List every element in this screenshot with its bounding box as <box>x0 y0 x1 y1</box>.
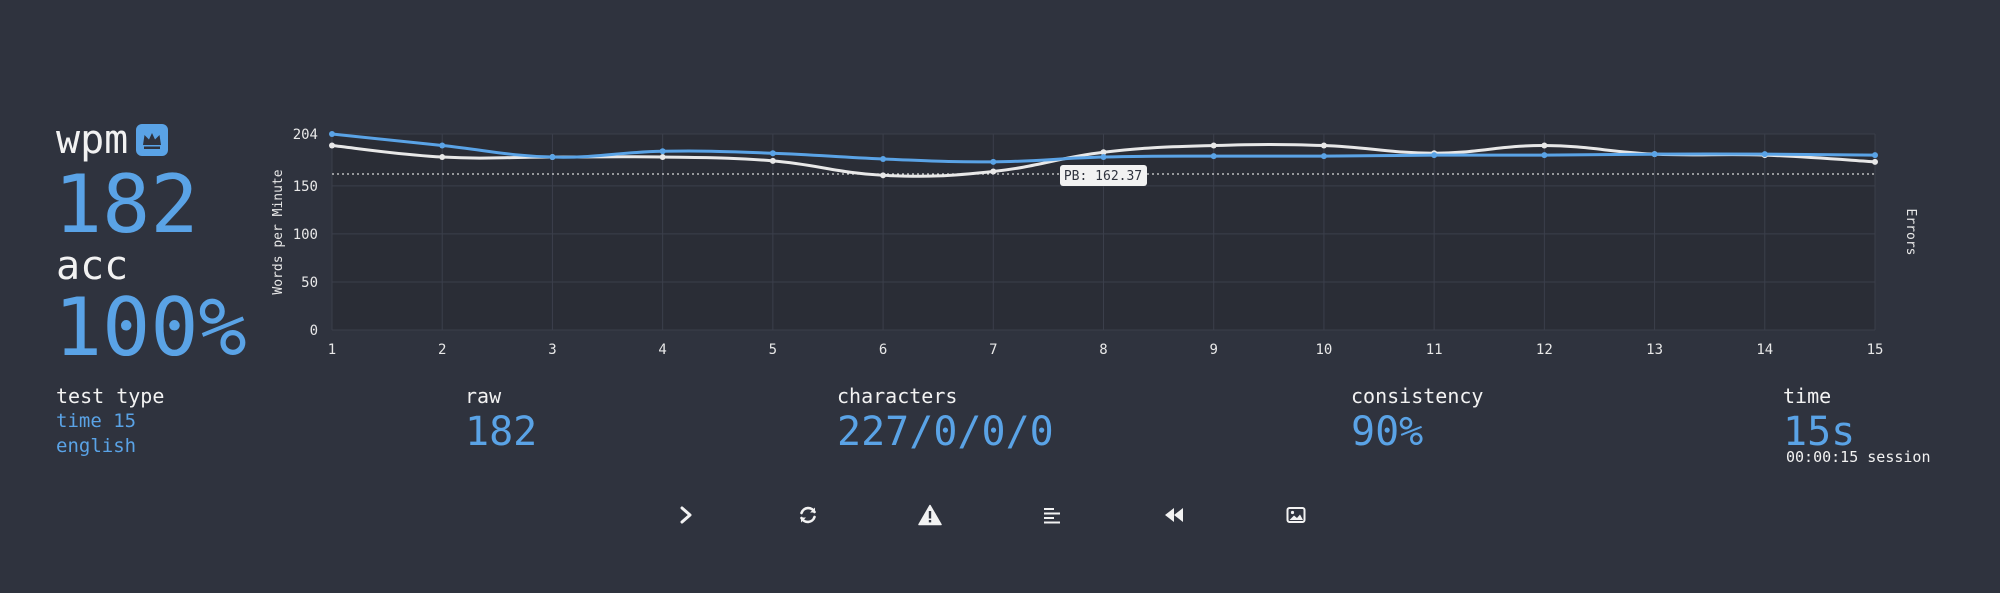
data-point-blue <box>1651 151 1658 158</box>
pb-tag-box <box>1060 165 1147 186</box>
x-tick-label: 14 <box>1756 342 1773 358</box>
screenshot-icon <box>1286 507 1306 523</box>
acc-label: acc <box>56 243 129 289</box>
data-point-white <box>659 154 666 161</box>
x-tick-label: 9 <box>1209 342 1217 358</box>
data-point-blue <box>990 158 997 165</box>
wpm-label: wpm <box>56 117 129 163</box>
data-point-blue <box>1320 153 1327 160</box>
y2-axis-title: Errors <box>1903 209 1918 256</box>
characters-value: 227/0/0/0 <box>837 409 1054 455</box>
data-point-blue <box>1210 153 1217 160</box>
data-point-blue <box>1761 151 1768 158</box>
x-tick-label: 11 <box>1426 342 1443 358</box>
data-point-white <box>990 168 997 175</box>
wpm-value: 182 <box>54 158 199 251</box>
x-tick-label: 3 <box>548 342 556 358</box>
test-type-language: english <box>56 435 137 457</box>
y-axis-title: Words per Minute <box>271 169 286 294</box>
chart-series <box>329 131 1878 179</box>
test-type-label: test type <box>56 384 165 408</box>
data-point-blue <box>549 154 556 161</box>
acc-value: 100% <box>54 281 247 374</box>
test-type-mode: time 15 <box>56 410 137 432</box>
data-point-blue <box>769 150 776 157</box>
consistency-value: 90% <box>1351 409 1424 455</box>
test-type-group: test type time 15 english <box>56 383 164 459</box>
next-icon <box>680 506 692 524</box>
characters-label: characters <box>837 384 958 408</box>
restart-icon <box>800 506 816 524</box>
x-tick-label: 15 <box>1867 342 1884 358</box>
y-tick-label: 50 <box>301 275 318 291</box>
data-point-white <box>880 172 887 179</box>
x-tick-label: 10 <box>1315 342 1332 358</box>
pb-tag-label: PB: 162.37 <box>1064 169 1142 184</box>
characters-group: characters 227/0/0/0 <box>837 383 1054 455</box>
session-time: 00:00:15 session <box>1786 448 1931 466</box>
next-test-button[interactable] <box>668 498 704 532</box>
data-point-blue <box>1872 152 1878 159</box>
x-tick-label: 7 <box>989 342 997 358</box>
x-tick-label: 4 <box>658 342 666 358</box>
x-tick-label: 12 <box>1536 342 1553 358</box>
data-point-white <box>1210 142 1217 149</box>
replay-icon <box>1165 508 1183 522</box>
data-point-blue <box>439 142 446 149</box>
crown-icon <box>136 124 168 156</box>
replay-button[interactable] <box>1156 498 1192 532</box>
warning-icon <box>918 504 942 526</box>
raw-value: 182 <box>465 409 538 455</box>
data-point-white <box>1541 142 1548 149</box>
y-tick-label: 204 <box>293 127 318 143</box>
report-button[interactable] <box>912 498 948 532</box>
data-point-white <box>329 142 335 149</box>
y-tick-labels: 0 50 100 150 204 <box>293 127 318 339</box>
words-history-icon <box>1044 508 1060 524</box>
data-point-white <box>439 154 446 161</box>
restart-test-button[interactable] <box>790 498 826 532</box>
consistency-label: consistency <box>1351 384 1484 408</box>
data-point-blue <box>659 148 666 155</box>
x-tick-label: 8 <box>1099 342 1107 358</box>
consistency-group: consistency 90% <box>1351 383 1483 455</box>
data-point-blue <box>1431 152 1438 159</box>
y-tick-label: 0 <box>310 323 318 339</box>
data-point-white <box>1320 142 1327 149</box>
y-tick-label: 100 <box>293 227 318 243</box>
data-point-blue <box>1541 152 1548 159</box>
pb-tag: PB: 162.37 <box>1060 165 1147 186</box>
data-point-blue <box>1100 154 1107 161</box>
y-tick-label: 150 <box>293 179 318 195</box>
data-point-blue <box>880 155 887 162</box>
time-value: 15s <box>1783 409 1856 455</box>
data-point-white <box>1872 158 1878 165</box>
x-tick-label: 5 <box>769 342 777 358</box>
words-history-button[interactable] <box>1034 498 1070 532</box>
screenshot-button[interactable] <box>1278 498 1314 532</box>
raw-label: raw <box>465 384 502 408</box>
x-tick-label: 13 <box>1646 342 1663 358</box>
data-point-white <box>1100 149 1107 156</box>
x-tick-labels: 1 2 3 4 5 6 7 8 9 10 11 12 13 14 15 <box>328 342 1884 358</box>
x-tick-label: 2 <box>438 342 446 358</box>
time-label: time <box>1783 384 1832 408</box>
data-point-white <box>769 157 776 164</box>
x-tick-label: 1 <box>328 342 336 358</box>
time-group: time 15s <box>1783 383 1855 455</box>
raw-group: raw 182 <box>465 383 537 455</box>
data-point-blue <box>329 131 335 137</box>
x-tick-label: 6 <box>879 342 887 358</box>
